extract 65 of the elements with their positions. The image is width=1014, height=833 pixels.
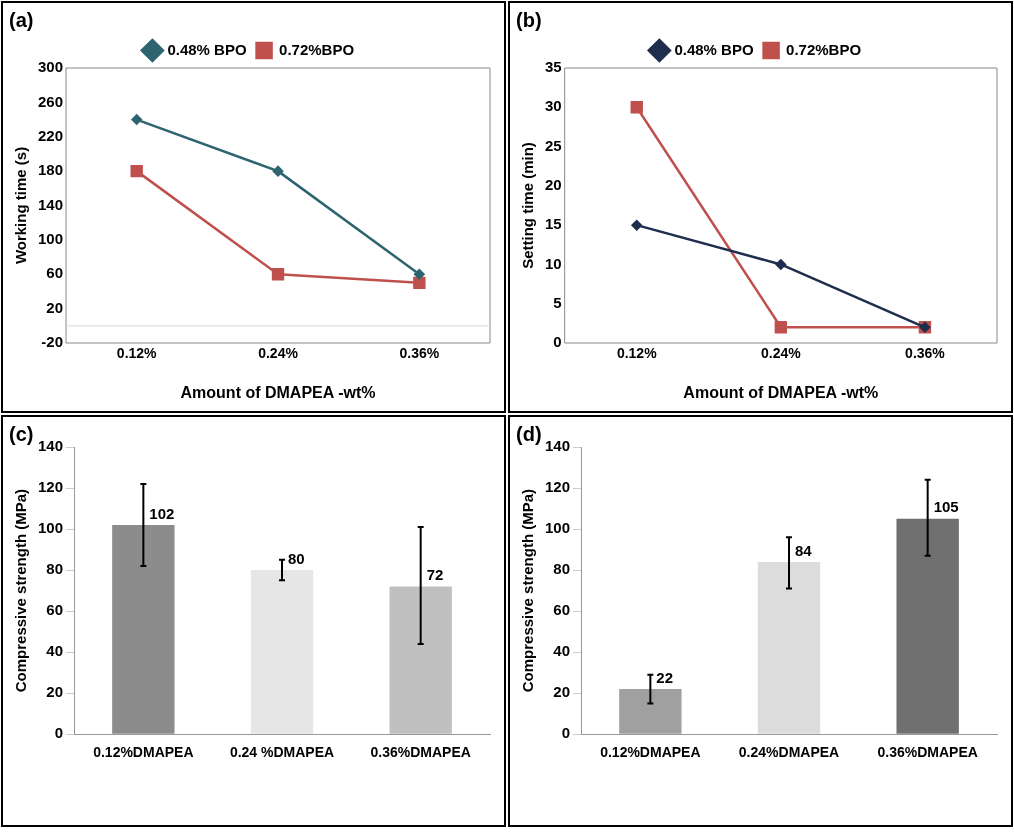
- y-tick-label: 100: [545, 519, 571, 537]
- y-tick-label: 0: [54, 724, 64, 742]
- y-tick-label: 40: [46, 642, 64, 660]
- y-tick-label: 100: [38, 230, 64, 248]
- y-tick-label: 120: [38, 478, 64, 496]
- x-tick-label: 0.24%: [258, 345, 299, 362]
- y-tick-label: 10: [545, 254, 562, 272]
- y-tick-label: 5: [553, 293, 562, 311]
- y-tick-label: 0: [561, 724, 571, 742]
- y-tick-label: 15: [545, 215, 562, 233]
- data-label: 22: [656, 668, 674, 686]
- x-tick-label: 0.24 %DMAPEA: [229, 744, 335, 761]
- legend-label: 0.72%BPO: [786, 40, 862, 58]
- y-tick-label: 40: [553, 642, 571, 660]
- y-axis-title: Compressive strength (MPa): [519, 488, 537, 693]
- y-tick-label: 20: [553, 683, 571, 701]
- x-axis-title: Amount of DMAPEA -wt%: [683, 383, 879, 401]
- x-axis-title: Amount of DMAPEA -wt%: [180, 383, 376, 401]
- x-tick-label: 0.36%DMAPEA: [877, 744, 978, 761]
- y-tick-label: 120: [545, 478, 571, 496]
- y-tick-label: 60: [46, 601, 64, 619]
- y-tick-label: 20: [545, 176, 562, 193]
- data-label: 102: [149, 504, 175, 522]
- y-tick-label: 35: [545, 58, 562, 76]
- x-tick-label: 0.36%: [905, 345, 946, 362]
- y-tick-label: 0: [553, 333, 562, 351]
- y-tick-label: 60: [553, 601, 571, 619]
- legend-label: 0.48% BPO: [167, 40, 247, 58]
- y-tick-label: 180: [38, 161, 64, 179]
- chart-title: (c): [9, 422, 34, 445]
- y-axis-title: Compressive strength (MPa): [12, 488, 30, 693]
- x-tick-label: 0.24%: [760, 345, 802, 362]
- y-tick-label: 80: [553, 560, 571, 578]
- data-label: 72: [426, 566, 444, 584]
- x-tick-label: 0.36%DMAPEA: [370, 744, 471, 761]
- y-tick-label: 140: [545, 437, 571, 455]
- x-tick-label: 0.24%DMAPEA: [738, 744, 840, 761]
- y-axis-title: Working time (s): [12, 146, 30, 265]
- y-tick-label: 300: [38, 58, 64, 76]
- y-axis-title: Setting time (min): [519, 142, 537, 269]
- y-tick-label: 140: [38, 195, 64, 213]
- y-tick-label: 30: [545, 97, 562, 115]
- x-tick-label: 0.12%DMAPEA: [93, 744, 194, 761]
- chart-title: (b): [516, 8, 542, 31]
- data-label: 105: [933, 498, 959, 516]
- y-tick-label: 20: [46, 683, 64, 701]
- y-tick-label: 25: [545, 136, 562, 154]
- chart-title: (a): [9, 8, 34, 31]
- chart-title: (d): [516, 422, 542, 445]
- x-tick-label: 0.12%: [116, 345, 158, 362]
- y-tick-label: 260: [38, 92, 64, 110]
- legend-label: 0.72%BPO: [279, 40, 355, 58]
- data-label: 84: [795, 541, 813, 559]
- y-tick-label: 100: [38, 519, 64, 537]
- y-tick-label: 20: [46, 298, 64, 316]
- y-tick-label: 140: [38, 437, 64, 455]
- data-label: 80: [288, 549, 305, 567]
- y-tick-label: 220: [38, 126, 64, 144]
- y-tick-label: 80: [46, 560, 64, 578]
- x-tick-label: 0.12%: [616, 345, 658, 362]
- x-tick-label: 0.36%: [399, 345, 440, 362]
- y-tick-label: -20: [41, 333, 64, 351]
- x-tick-label: 0.12%DMAPEA: [600, 744, 701, 761]
- legend-label: 0.48% BPO: [674, 40, 754, 58]
- y-tick-label: 60: [46, 264, 64, 282]
